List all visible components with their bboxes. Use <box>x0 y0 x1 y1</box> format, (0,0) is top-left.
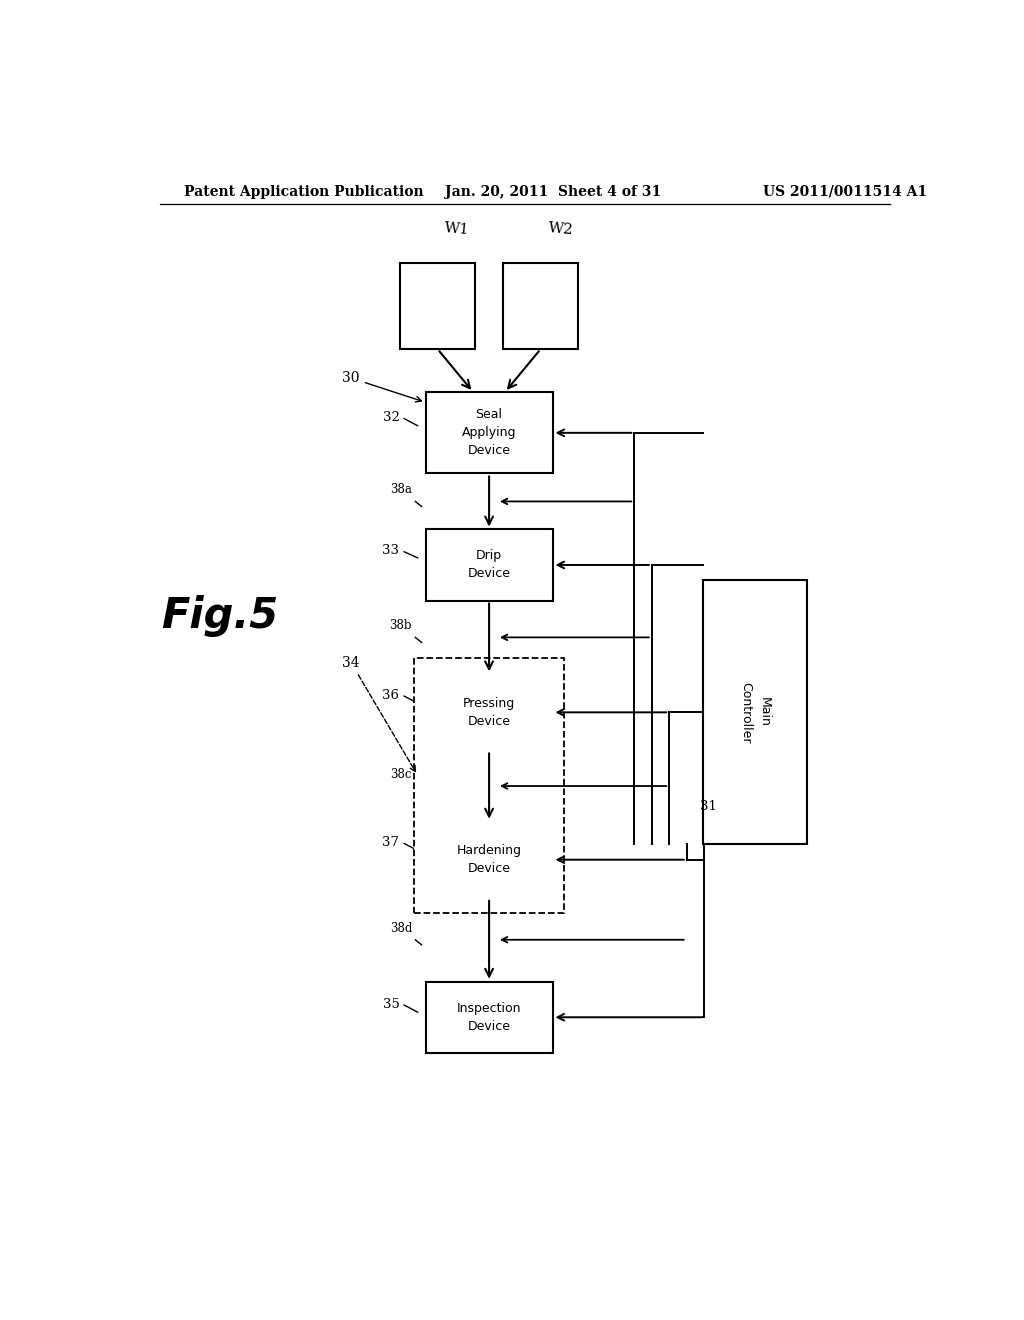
Text: 38c: 38c <box>390 768 412 781</box>
Text: 35: 35 <box>383 998 399 1011</box>
Text: Pressing
Device: Pressing Device <box>463 697 515 727</box>
Bar <box>426 392 553 474</box>
Text: 36: 36 <box>382 689 399 701</box>
Bar <box>426 529 553 601</box>
Text: Jan. 20, 2011  Sheet 4 of 31: Jan. 20, 2011 Sheet 4 of 31 <box>445 185 662 199</box>
Text: Patent Application Publication: Patent Application Publication <box>183 185 423 199</box>
Text: Inspection
Device: Inspection Device <box>457 1002 521 1032</box>
Text: 33: 33 <box>382 544 399 557</box>
Text: Drip
Device: Drip Device <box>468 549 511 581</box>
Text: Hardening
Device: Hardening Device <box>457 845 521 875</box>
Bar <box>426 982 553 1053</box>
Bar <box>426 821 553 898</box>
Text: 34: 34 <box>342 656 416 772</box>
Text: W2: W2 <box>547 220 573 238</box>
Text: W1: W1 <box>444 220 471 238</box>
Bar <box>703 581 807 845</box>
Text: 31: 31 <box>700 800 717 813</box>
Bar <box>414 659 564 912</box>
Bar <box>426 675 553 751</box>
Text: Fig.5: Fig.5 <box>161 595 278 636</box>
Bar <box>503 263 579 348</box>
Text: Main
Controller: Main Controller <box>739 681 770 743</box>
Text: US 2011/0011514 A1: US 2011/0011514 A1 <box>763 185 927 199</box>
Text: Seal
Applying
Device: Seal Applying Device <box>462 408 516 457</box>
Bar <box>399 263 475 348</box>
Text: 38a: 38a <box>390 483 412 496</box>
Text: 30: 30 <box>342 371 422 401</box>
Text: 37: 37 <box>382 836 399 849</box>
Text: 38d: 38d <box>390 921 412 935</box>
Text: 38b: 38b <box>389 619 412 632</box>
Text: 32: 32 <box>383 411 399 424</box>
